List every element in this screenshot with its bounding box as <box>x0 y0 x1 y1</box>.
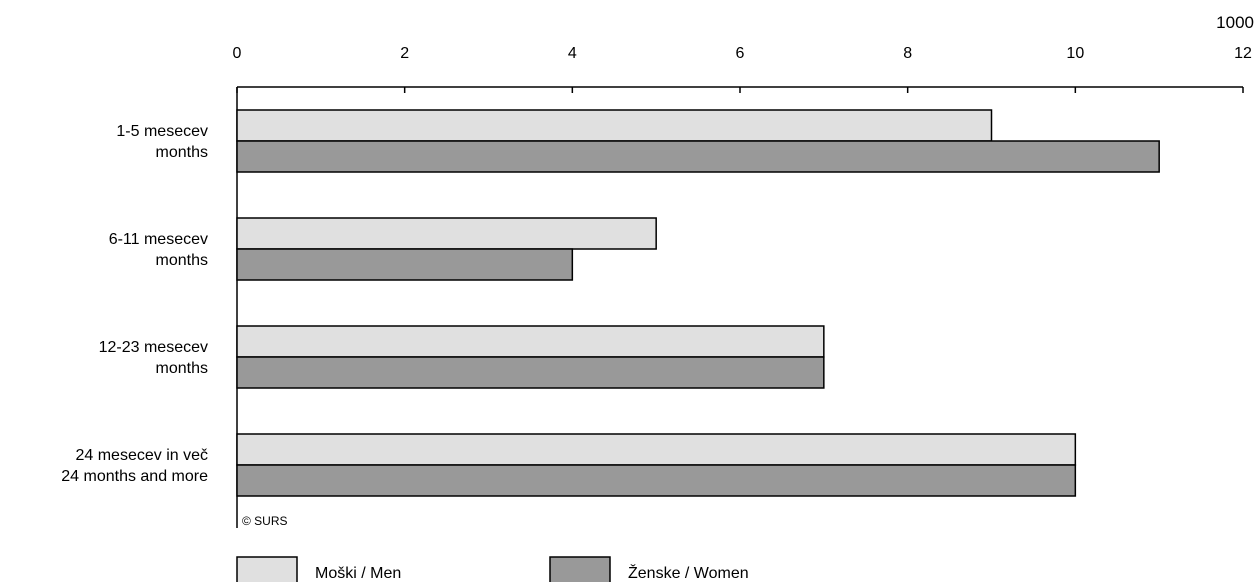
copyright-note: © SURS <box>242 514 288 528</box>
x-tick-label: 2 <box>400 45 409 62</box>
legend-swatch <box>549 556 611 582</box>
legend-swatch <box>236 556 298 582</box>
legend-label: Moški / Men <box>315 565 401 582</box>
category-label: 12-23 mesecev months <box>99 339 208 377</box>
legend: Moški / Men Ženske / Women <box>236 556 749 582</box>
legend-label: Ženske / Women <box>628 563 749 582</box>
category-label-line: months <box>156 144 208 161</box>
category-label-line: months <box>156 360 208 377</box>
bar-women <box>236 140 1160 173</box>
category-label-line: months <box>156 252 208 269</box>
category-label-line: 24 months and more <box>61 468 208 485</box>
category-label-line: 24 mesecev in več <box>75 447 208 464</box>
axis-unit-label: 1000 <box>1216 13 1254 32</box>
x-tick-label: 6 <box>736 45 745 62</box>
bar-women <box>236 464 1077 497</box>
bars <box>236 109 1160 497</box>
bar-women <box>236 248 574 281</box>
bar-men <box>236 217 657 250</box>
category-label-line: 12-23 mesecev <box>99 339 208 356</box>
x-tick-label: 12 <box>1234 45 1252 62</box>
x-tick-label: 10 <box>1066 45 1084 62</box>
x-axis-ticks: 0 2 4 6 8 10 12 <box>233 45 1252 93</box>
bar-men <box>236 109 993 142</box>
x-tick-label: 0 <box>233 45 242 62</box>
category-label: 1-5 mesecev months <box>116 123 208 161</box>
category-label: 6-11 mesecev months <box>109 231 208 269</box>
x-tick-label: 4 <box>568 45 577 62</box>
category-label: 24 mesecev in več 24 months and more <box>61 447 208 485</box>
bar-men <box>236 433 1077 466</box>
category-label-line: 1-5 mesecev <box>116 123 208 140</box>
x-tick-label: 8 <box>903 45 912 62</box>
bar-women <box>236 356 825 389</box>
category-label-line: 6-11 mesecev <box>109 231 208 248</box>
bar-men <box>236 325 825 358</box>
